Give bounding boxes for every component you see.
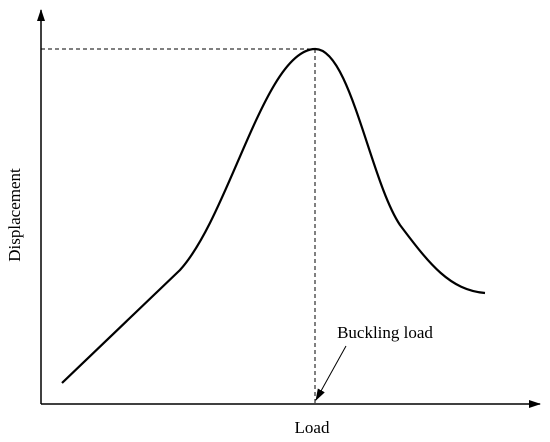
y-axis-label: Displacement [5,168,24,262]
annotation-text: Buckling load [337,323,433,342]
annotation-arrow [315,345,347,401]
curve [61,47,486,384]
x-axis-label: Load [295,418,330,437]
